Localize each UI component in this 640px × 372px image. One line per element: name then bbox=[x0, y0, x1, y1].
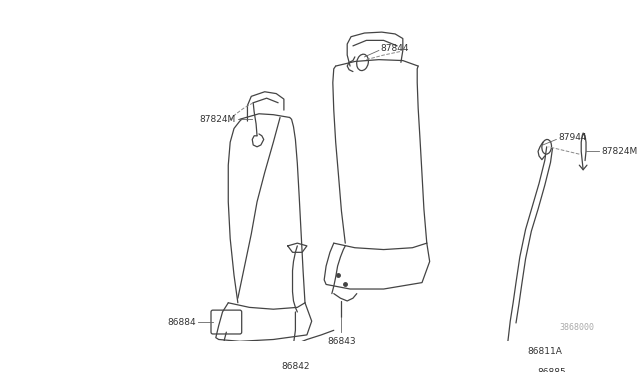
Text: 87944: 87944 bbox=[558, 133, 587, 142]
Text: 87824M: 87824M bbox=[602, 147, 637, 156]
Text: 86885: 86885 bbox=[537, 368, 566, 372]
Text: 86843: 86843 bbox=[327, 337, 356, 346]
Text: 87824M: 87824M bbox=[200, 115, 236, 124]
Text: 86884: 86884 bbox=[167, 318, 196, 327]
Text: 86811A: 86811A bbox=[527, 347, 563, 356]
Text: 3868000: 3868000 bbox=[559, 323, 595, 332]
Text: 87844: 87844 bbox=[381, 44, 409, 53]
Text: 86842: 86842 bbox=[281, 362, 310, 371]
